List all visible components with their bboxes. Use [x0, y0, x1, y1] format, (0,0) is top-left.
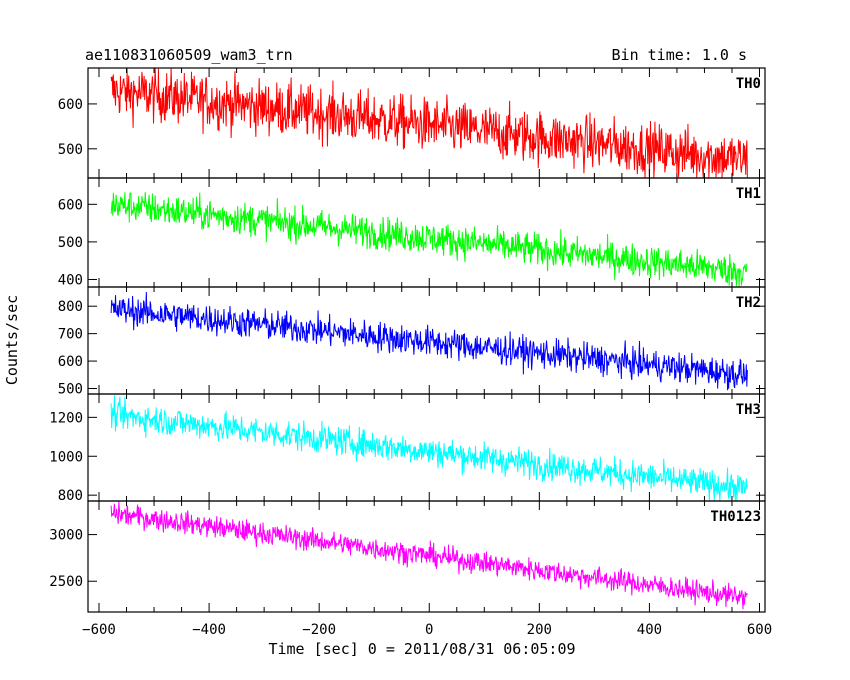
y-tick-label-th0: 500 — [58, 142, 83, 158]
y-tick-label-th0123: 2500 — [49, 574, 83, 590]
panel-label-th0123: TH0123 — [710, 509, 761, 525]
y-tick-label-th1: 500 — [58, 235, 83, 251]
y-axis-label: Counts/sec — [3, 295, 21, 385]
series-th0 — [110, 67, 748, 179]
panel-label-th1: TH1 — [736, 186, 761, 202]
x-tick-label: 400 — [637, 622, 662, 638]
x-tick-label: 600 — [747, 622, 772, 638]
y-tick-label-th0123: 3000 — [49, 528, 83, 544]
y-tick-label-th3: 800 — [58, 488, 83, 504]
panels-group: 500 600 TH0 400 500 600 TH1 500 600 700 800 TH2 800 1… — [49, 67, 772, 638]
x-tick-label: 0 — [425, 622, 433, 638]
panel-label-th2: TH2 — [736, 295, 761, 311]
series-th1 — [110, 192, 748, 288]
y-tick-label-th2: 600 — [58, 354, 83, 370]
y-tick-label-th3: 1000 — [49, 449, 83, 465]
series-th2 — [110, 291, 748, 391]
series-th3 — [110, 395, 748, 502]
y-tick-label-th3: 1200 — [49, 410, 83, 426]
series-th0123 — [110, 501, 748, 610]
x-tick-label: −600 — [82, 622, 116, 638]
bin-time-label: Bin time: 1.0 s — [612, 46, 747, 64]
y-tick-label-th2: 500 — [58, 382, 83, 398]
y-tick-label-th2: 700 — [58, 327, 83, 343]
panel-frame-th0123 — [87, 500, 766, 613]
y-tick-label-th2: 800 — [58, 299, 83, 315]
x-tick-label: 200 — [527, 622, 552, 638]
y-tick-label-th1: 400 — [58, 272, 83, 288]
panel-label-th0: TH0 — [736, 76, 761, 92]
x-tick-label: −200 — [302, 622, 336, 638]
x-axis-label: Time [sec] 0 = 2011/08/31 06:05:09 — [268, 640, 575, 658]
chart-title: ae110831060509_wam3_trn — [85, 46, 293, 64]
x-tick-label: −400 — [192, 622, 226, 638]
panel-label-th3: TH3 — [736, 402, 761, 418]
y-tick-label-th0: 600 — [58, 97, 83, 113]
y-tick-label-th1: 600 — [58, 197, 83, 213]
